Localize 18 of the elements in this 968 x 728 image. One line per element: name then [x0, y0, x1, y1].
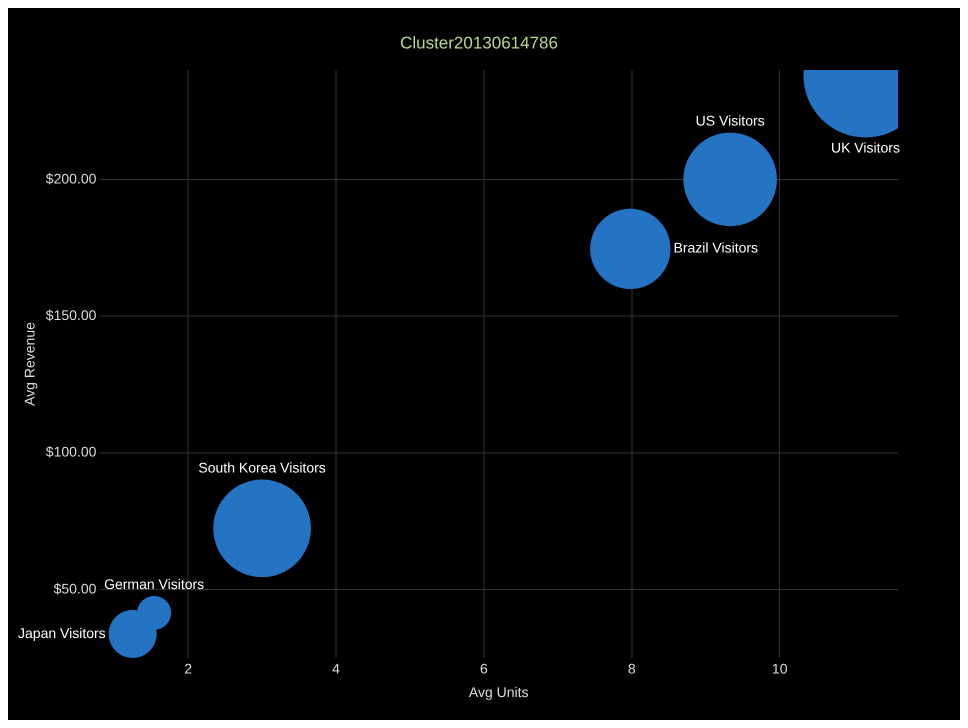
y-tick-label: $50.00: [54, 580, 97, 596]
x-tick-label: 6: [480, 660, 488, 676]
series-label: South Korea Visitors: [198, 459, 326, 476]
y-tick-label: $100.00: [46, 444, 97, 460]
series-label: Brazil Visitors: [674, 240, 758, 256]
x-tick-label: 4: [332, 660, 340, 676]
x-tick-label: 10: [772, 660, 788, 676]
series-label: US Visitors: [696, 112, 765, 128]
x-tick-label: 2: [184, 660, 192, 676]
y-tick-label: $200.00: [46, 170, 97, 186]
y-axis-title: Avg Revenue: [21, 322, 38, 406]
series-label: UK Visitors: [830, 139, 900, 156]
series-label: German Visitors: [104, 576, 204, 592]
x-axis-title: Avg Units: [468, 684, 529, 700]
series-label: Japan Visitors: [18, 624, 106, 641]
x-tick-label: 8: [628, 660, 636, 676]
chart-title: Cluster20130614786: [400, 33, 558, 52]
y-tick-label: $150.00: [46, 307, 97, 323]
